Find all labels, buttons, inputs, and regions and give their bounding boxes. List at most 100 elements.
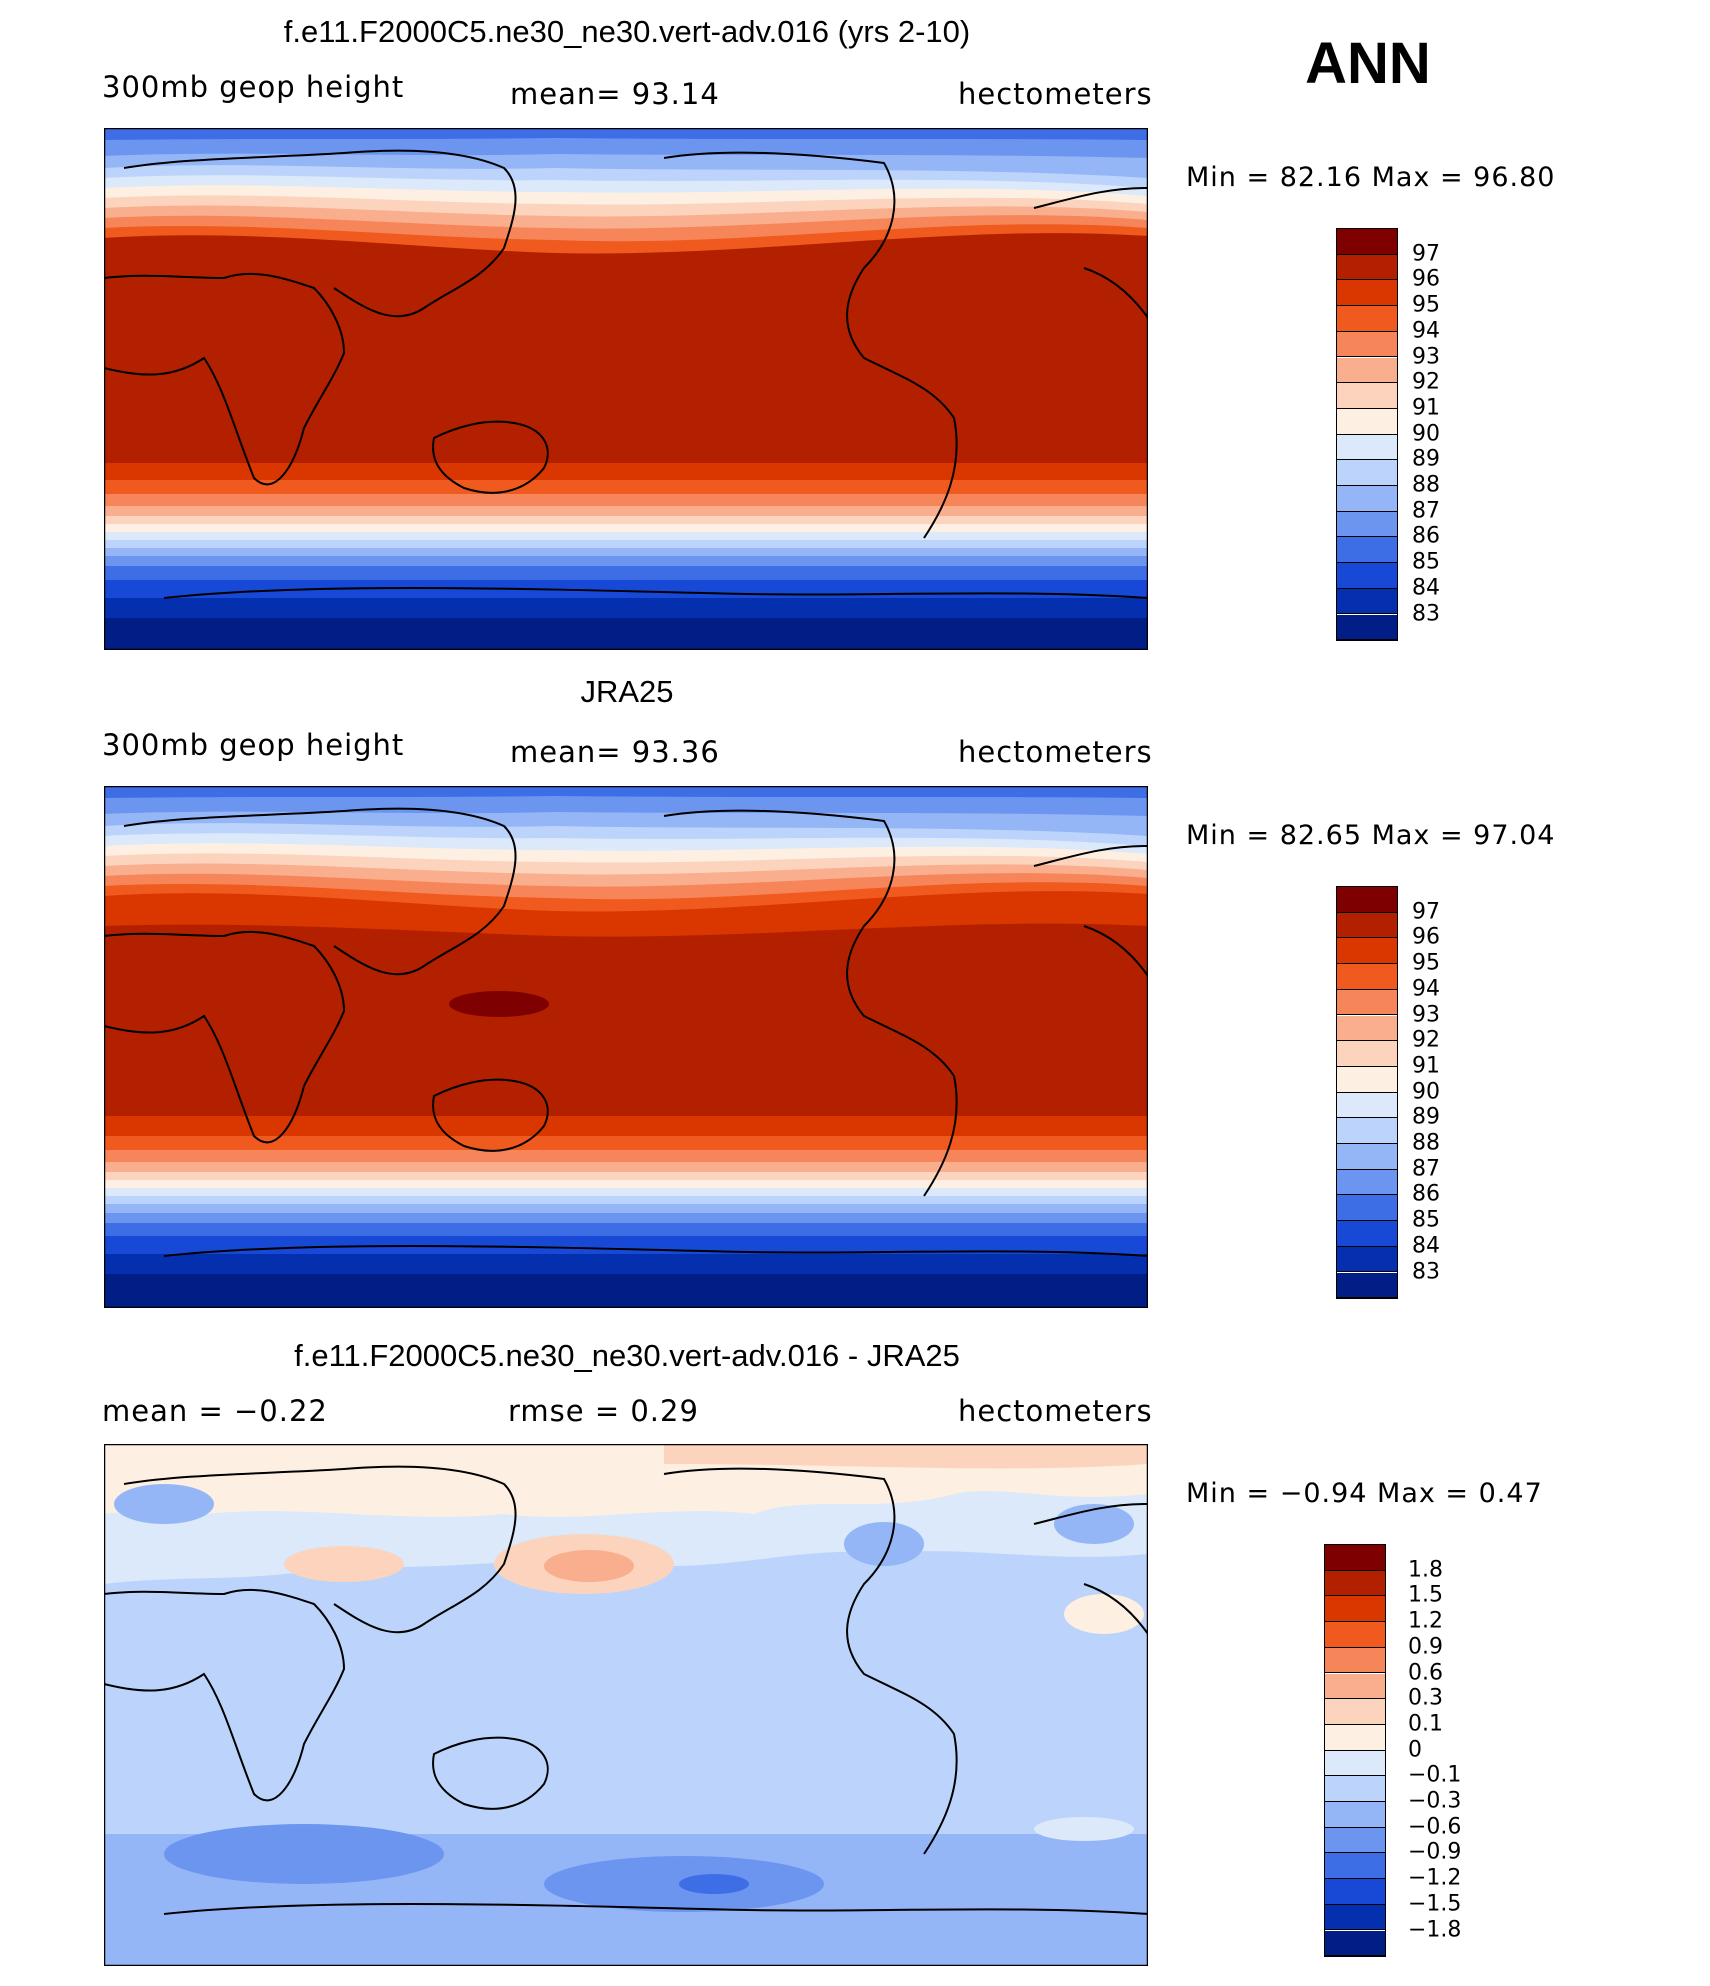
colorbar-tick-label: −1.2 (1408, 1865, 1462, 1891)
colorbar-swatches (1324, 1544, 1386, 1958)
colorbar-swatch (1325, 1596, 1385, 1623)
panel2-coastlines (104, 807, 1148, 1257)
panel2-stats: Min = 82.65 Max = 97.04 (1186, 820, 1556, 851)
colorbar-tick-label: 0.1 (1408, 1711, 1443, 1737)
colorbar-tick-label: 94 (1412, 976, 1440, 1002)
colorbar-swatch (1337, 1246, 1397, 1273)
colorbar-tick-label: −0.1 (1408, 1762, 1462, 1788)
colorbar-swatch (1325, 1904, 1385, 1931)
colorbar-tick-label: −0.3 (1408, 1788, 1462, 1814)
colorbar-swatch (1337, 912, 1397, 939)
colorbar-swatch (1337, 938, 1397, 965)
colorbar-swatch (1337, 254, 1397, 281)
colorbar-swatch (1337, 434, 1397, 461)
colorbar-swatch (1325, 1750, 1385, 1777)
panel3-center-label: rmse = 0.29 (508, 1394, 699, 1428)
panel3-band (844, 1522, 924, 1566)
panel2-band (104, 1274, 1148, 1308)
colorbar-tick-label: 1.8 (1408, 1557, 1443, 1583)
colorbar-tick-label: 85 (1412, 1207, 1440, 1233)
panel2-center-label: mean= 93.36 (510, 735, 720, 769)
panel3-band (544, 1550, 634, 1582)
colorbar-swatch (1337, 989, 1397, 1016)
colorbar-swatch (1337, 1169, 1397, 1196)
colorbar-tick-label: 84 (1412, 575, 1440, 601)
colorbar-tick-label: 88 (1412, 1130, 1440, 1156)
panel3-left-label: mean = −0.22 (102, 1394, 328, 1428)
colorbar-tick-label: 90 (1412, 1079, 1440, 1105)
colorbar-swatch (1337, 383, 1397, 409)
colorbar-tick-label: 97 (1412, 241, 1440, 267)
panel3-band (664, 1444, 1148, 1469)
colorbar-tick-label: 94 (1412, 318, 1440, 344)
colorbar-tick-label: 0.9 (1408, 1634, 1443, 1660)
panel1-title: f.e11.F2000C5.ne30_ne30.vert-adv.016 (yr… (283, 14, 971, 49)
colorbar-tick-label: 95 (1412, 950, 1440, 976)
colorbar-tick-label: 88 (1412, 472, 1440, 498)
colorbar-tick-label: 86 (1412, 523, 1440, 549)
colorbar-tick-label: 83 (1412, 601, 1440, 626)
colorbar-swatch (1325, 1724, 1385, 1751)
colorbar-tick-label: 87 (1412, 498, 1440, 524)
panel3-stats: Min = −0.94 Max = 0.47 (1186, 1478, 1543, 1509)
panel1-coastlines (104, 149, 1148, 599)
colorbar-swatch (1337, 1015, 1397, 1042)
colorbar-tick-label: 96 (1412, 924, 1440, 950)
colorbar-tick-label: 92 (1412, 369, 1440, 395)
colorbar-tick-label: 1.2 (1408, 1608, 1443, 1634)
colorbar-tick-label: 0.3 (1408, 1685, 1443, 1711)
colorbar-swatch (1325, 1827, 1385, 1854)
colorbar-swatch (1337, 1195, 1397, 1222)
colorbar-swatch (1337, 887, 1397, 913)
colorbar-tick-label: 91 (1412, 395, 1440, 421)
colorbar-swatch (1325, 1673, 1385, 1700)
colorbar-swatch (1325, 1545, 1385, 1571)
colorbar-swatch (1337, 588, 1397, 615)
colorbar-tick-label: 91 (1412, 1053, 1440, 1079)
colorbar-tick-label: 0 (1408, 1737, 1422, 1763)
panel1-stats: Min = 82.16 Max = 96.80 (1186, 162, 1556, 193)
colorbar-swatch (1337, 306, 1397, 332)
colorbar-swatch (1325, 1570, 1385, 1597)
colorbar-swatch (1337, 537, 1397, 564)
colorbar-swatch (1325, 1853, 1385, 1880)
panel3-band (284, 1546, 404, 1582)
panel2-right-label: hectometers (958, 735, 1153, 769)
panel2-band (104, 786, 1148, 798)
colorbar-swatch (1337, 331, 1397, 358)
colorbar-swatch (1325, 1622, 1385, 1648)
panel1-map (104, 128, 1148, 650)
colorbar-swatch (1337, 460, 1397, 486)
panel3-band (114, 1484, 214, 1524)
colorbar-swatch (1337, 964, 1397, 990)
colorbar-swatch (1337, 229, 1397, 255)
colorbar-tick-label: −1.5 (1408, 1891, 1462, 1917)
colorbar-tick-label: 92 (1412, 1027, 1440, 1053)
colorbar-swatch (1325, 1802, 1385, 1828)
colorbar-swatch (1325, 1776, 1385, 1802)
colorbar-tick-label: −0.9 (1408, 1839, 1462, 1865)
colorbar-tick-label: 84 (1412, 1233, 1440, 1259)
colorbar-swatch (1325, 1647, 1385, 1674)
panel1-band (104, 128, 1148, 140)
panel3-coastlines (104, 1465, 1148, 1915)
colorbar-tick-label: 93 (1412, 344, 1440, 369)
colorbar-tick-label: 1.5 (1408, 1582, 1443, 1608)
colorbar-tick-label: 96 (1412, 266, 1440, 292)
colorbar-swatch (1337, 280, 1397, 307)
panel2-title: JRA25 (580, 674, 674, 709)
colorbar-tick-label: 83 (1412, 1259, 1440, 1284)
colorbar-swatch (1337, 511, 1397, 538)
colorbar-swatch (1337, 1221, 1397, 1247)
colorbar-swatch (1337, 1118, 1397, 1144)
colorbar-swatch (1337, 1144, 1397, 1170)
panel3-title: f.e11.F2000C5.ne30_ne30.vert-adv.016 - J… (294, 1338, 960, 1373)
colorbar-tick-label: 87 (1412, 1156, 1440, 1182)
panel1-band (104, 618, 1148, 650)
panel3-band (1064, 1594, 1144, 1634)
panel3-band (164, 1824, 444, 1884)
panel2-band (449, 991, 549, 1017)
colorbar-tick-label: 89 (1412, 1104, 1440, 1130)
colorbar-tick-label: 93 (1412, 1002, 1440, 1027)
season-label: ANN (1305, 31, 1431, 96)
